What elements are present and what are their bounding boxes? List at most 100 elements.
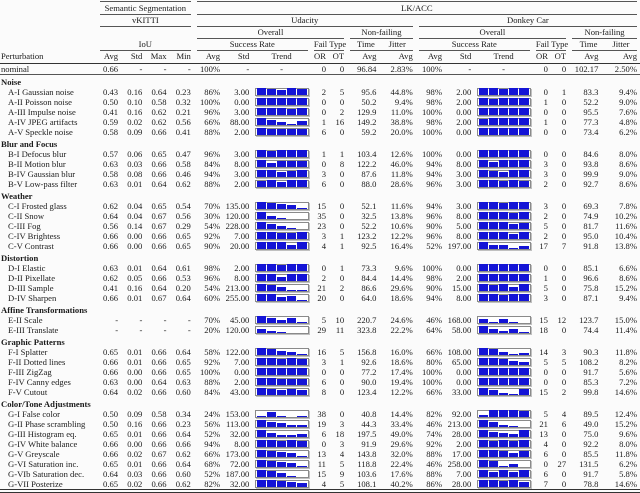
perturbation-label: A-III Impulse noise [8, 107, 76, 117]
trend-sparkline [254, 128, 309, 136]
donkey-success-rate: 2.00 [456, 87, 472, 97]
trend-sparkline [476, 202, 531, 210]
perturbation-label: nominal [0, 63, 97, 75]
udacity-non-failing: 77.2 [361, 367, 377, 377]
iou-value: 0.09 [127, 127, 143, 137]
trend-bar [498, 410, 509, 417]
udacity-success-rate: 153.00 [225, 409, 250, 419]
iou-value: 0.14 [127, 221, 143, 231]
trend-bar [478, 480, 488, 487]
trend-bar [287, 389, 297, 395]
trend-bar [488, 368, 498, 375]
col-u-sr-std: Std [223, 51, 253, 64]
iou-value: 0.64 [151, 87, 167, 97]
donkey-success-rate: 98% [426, 87, 443, 97]
trend-bar [478, 319, 488, 323]
table-row: A-II Poisson noise 0.50 0.10 0.58 0.32 100% 0.… [0, 97, 640, 107]
perturbation-label: G-IV White balance [8, 439, 78, 449]
trend-bar [276, 287, 287, 291]
trend-bar [509, 234, 519, 239]
udacity-success-rate: 84% [204, 387, 221, 397]
donkey-success-rate: 8.00 [456, 231, 472, 241]
udacity-fail-type: 15 [317, 201, 326, 211]
donkey-non-failing: 8.0% [619, 439, 637, 449]
iou-value: 0.29 [175, 221, 191, 231]
udacity-non-failing: 29.6% [390, 439, 413, 449]
udacity-success-rate: 60% [204, 293, 221, 303]
udacity-success-rate: 45.00 [229, 315, 250, 325]
trend-bar [509, 361, 519, 365]
trend-bar [478, 440, 488, 447]
iou-value: 0.46 [175, 169, 191, 179]
trend-sparkline [254, 202, 309, 210]
trend-bar [266, 203, 276, 209]
trend-sparkline-cell [474, 293, 533, 303]
udacity-non-failing: 11.8% [390, 169, 413, 179]
trend-bar [498, 203, 509, 209]
udacity-fail-type: 0 [339, 169, 345, 179]
udacity-fail-type: 0 [321, 97, 326, 107]
trend-bar [488, 232, 498, 239]
donkey-non-failing: 7.6% [619, 107, 637, 117]
trend-bar [297, 441, 307, 447]
iou-value: 0.58 [151, 97, 167, 107]
donkey-success-rate: 0.00 [456, 107, 472, 117]
udacity-success-rate: 72.00 [229, 459, 250, 469]
perturbation-label: E-II Scale [8, 315, 43, 325]
trend-bar [478, 264, 488, 271]
section-title: Color/Tone Adjustments [1, 399, 91, 409]
donkey-fail-type: 2 [543, 211, 548, 221]
table-row: B-II Motion blur 0.63 0.03 0.66 0.58 84% 8.00 0… [0, 159, 640, 169]
trend-bar [488, 329, 498, 333]
trend-bar [297, 274, 307, 281]
iou-value: 0.02 [127, 449, 143, 459]
donkey-fail-type: 5 [543, 283, 548, 293]
col-u-ot: OT [328, 51, 348, 64]
udacity-fail-type: 0 [321, 159, 326, 169]
donkey-non-failing: 8.6% [619, 159, 637, 169]
iou-value: 0.62 [151, 107, 167, 117]
donkey-fail-type: 0 [543, 107, 548, 117]
trend-bar [276, 435, 287, 437]
donkey-fail-type: 3 [543, 201, 548, 211]
trend-sparkline-cell [474, 221, 533, 231]
trend-bar [488, 294, 498, 301]
trend-bar [266, 318, 276, 323]
donkey-success-rate: 88% [426, 469, 443, 479]
donkey-fail-type: 0 [561, 211, 567, 221]
donkey-fail-type: 0 [543, 127, 548, 137]
table-row: B-IV Gaussian blur 0.58 0.08 0.66 0.46 94% 3.0… [0, 169, 640, 179]
trend-sparkline-cell [252, 367, 311, 377]
donkey-fail-type: 0 [561, 221, 567, 231]
trend-sparkline [476, 242, 531, 250]
trend-bar [287, 440, 297, 447]
table-row: A-III Impulse noise 0.41 0.16 0.62 0.21 96% 3.… [0, 107, 640, 117]
trend-bar [488, 202, 498, 209]
iou-value: 0.58 [103, 169, 119, 179]
donkey-success-rate: 46% [426, 315, 443, 325]
udacity-success-rate: 213.00 [225, 283, 250, 293]
udacity-non-failing: 122.2 [357, 159, 377, 169]
iou-value: 0.01 [127, 347, 143, 357]
donkey-non-failing: 52.2 [583, 97, 599, 107]
trend-bar [509, 378, 519, 385]
udacity-success-rate: 8.00 [234, 439, 250, 449]
iou-value: 0.41 [103, 283, 119, 293]
udacity-success-rate: 3.00 [234, 149, 250, 159]
iou-value: 0.16 [127, 107, 143, 117]
section-header-row: Color/Tone Adjustments [0, 397, 640, 409]
trend-sparkline [476, 388, 531, 396]
col-d-sr-std: Std [445, 51, 475, 64]
trend-bar [297, 98, 307, 105]
iou-value: 0.64 [151, 283, 167, 293]
table-row: G-VI Saturation inc. 0.65 0.01 0.66 0.64 68% 7… [0, 459, 640, 469]
iou-value: 0.21 [175, 107, 191, 117]
trend-bar [498, 359, 509, 365]
trend-sparkline [254, 98, 309, 106]
trend-sparkline-cell [252, 211, 311, 221]
iou-value: - [187, 315, 191, 325]
udacity-non-failing: 22.2% [390, 325, 413, 335]
trend-sparkline [254, 180, 309, 188]
trend-bar [509, 294, 519, 301]
donkey-success-rate: 82% [426, 409, 443, 419]
